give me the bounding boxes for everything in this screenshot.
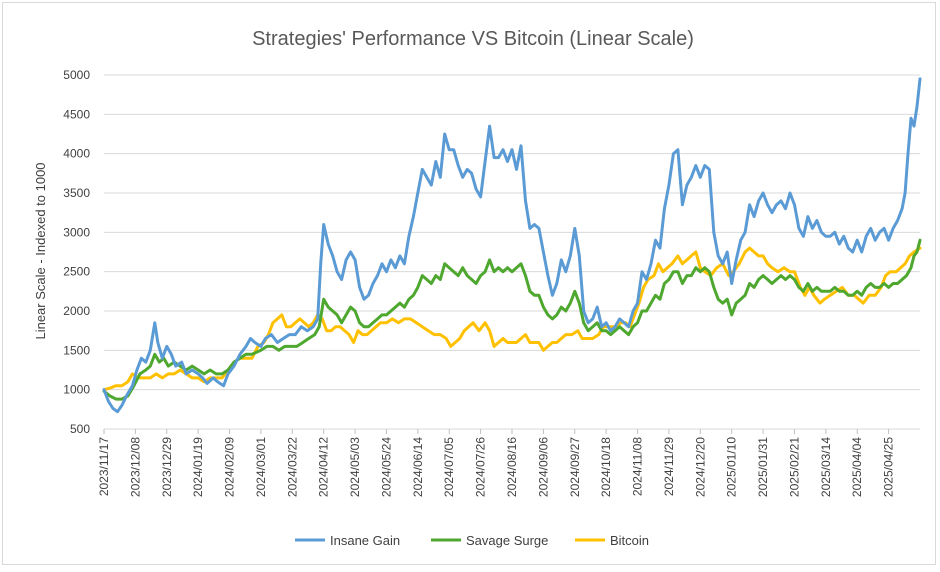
y-tick-label: 1000 xyxy=(63,383,90,397)
x-tick-label: 2024/05/24 xyxy=(379,437,393,497)
legend-label: Bitcoin xyxy=(610,533,649,548)
y-tick-label: 4500 xyxy=(63,107,90,121)
x-tick-label: 2024/07/05 xyxy=(442,437,456,497)
series-line-bitcoin xyxy=(102,246,922,392)
y-tick-label: 2500 xyxy=(63,265,90,279)
chart-frame: Strategies' Performance VS Bitcoin (Line… xyxy=(2,2,936,565)
y-tick-label: 5000 xyxy=(63,68,90,82)
series-line-insane-gain xyxy=(102,77,922,414)
x-tick-label: 2025/03/14 xyxy=(819,437,833,497)
x-tick-label: 2024/10/18 xyxy=(599,437,613,497)
legend-label: Savage Surge xyxy=(466,533,548,548)
legend: Insane Gain Savage Surge Bitcoin xyxy=(295,533,649,548)
x-tick-label: 2024/03/01 xyxy=(254,437,268,497)
y-tick-label: 4000 xyxy=(63,147,90,161)
x-tick-label: 2024/02/09 xyxy=(223,437,237,497)
x-tick-label: 2024/04/12 xyxy=(317,437,331,497)
x-tick-label: 2025/02/21 xyxy=(787,437,801,497)
x-tick-label: 2024/01/19 xyxy=(191,437,205,497)
x-tick-label: 2024/11/29 xyxy=(662,437,676,496)
x-tick-label: 2023/12/29 xyxy=(160,437,174,497)
x-tick-label: 2025/01/10 xyxy=(725,437,739,497)
series-lines xyxy=(102,77,922,414)
x-tick-label: 2024/09/27 xyxy=(568,437,582,497)
x-tick-label: 2024/05/03 xyxy=(348,437,362,497)
x-axis: 2023/11/17 2023/12/08 2023/12/29 2024/01/19… xyxy=(97,428,920,497)
chart-title: Strategies' Performance VS Bitcoin (Line… xyxy=(252,28,694,50)
x-tick-label: 2024/06/14 xyxy=(411,437,425,497)
y-tick-label: 1500 xyxy=(63,343,90,357)
x-tick-label: 2023/11/17 xyxy=(97,437,111,496)
x-tick-label: 2025/04/04 xyxy=(850,437,864,497)
series-line-savage-surge xyxy=(102,238,922,401)
legend-label: Insane Gain xyxy=(330,533,400,548)
y-axis: 500 1000 1500 2000 2500 3000 3500 4000 4500 5000 xyxy=(63,68,90,436)
x-tick-label: 2023/12/08 xyxy=(128,437,142,497)
y-tick-label: 3000 xyxy=(63,225,90,239)
x-tick-label: 2024/12/20 xyxy=(693,437,707,497)
x-tick-label: 2025/01/31 xyxy=(756,437,770,497)
y-tick-label: 3500 xyxy=(63,186,90,200)
y-tick-label: 2000 xyxy=(63,304,90,318)
x-tick-label: 2024/03/22 xyxy=(285,437,299,497)
x-tick-label: 2025/04/25 xyxy=(882,437,896,497)
y-axis-label: Linear Scale - Indexed to 1000 xyxy=(33,162,48,339)
x-tick-label: 2024/11/08 xyxy=(631,437,645,496)
chart: Strategies' Performance VS Bitcoin (Line… xyxy=(33,28,922,548)
x-tick-label: 2024/07/26 xyxy=(474,437,488,497)
y-tick-label: 500 xyxy=(70,422,90,436)
x-tick-label: 2024/08/16 xyxy=(505,437,519,497)
x-tick-label: 2024/09/06 xyxy=(536,437,550,497)
